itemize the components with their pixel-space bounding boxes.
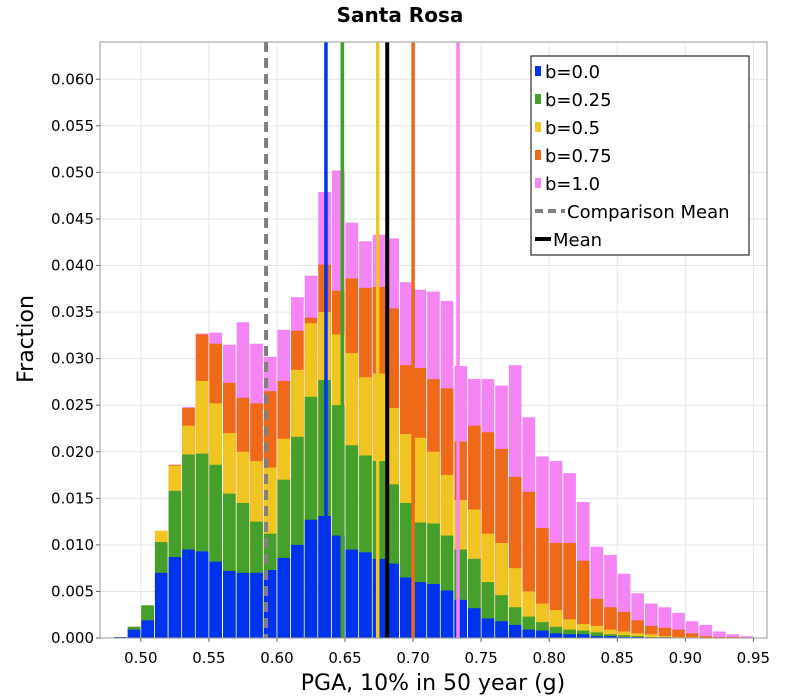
bar: [699, 636, 713, 638]
bar: [576, 634, 590, 638]
y-tick-label: 0.035: [51, 303, 94, 321]
x-tick-label: 0.70: [396, 649, 429, 667]
y-tick-label: 0.020: [51, 443, 94, 461]
y-tick-label: 0.060: [51, 70, 94, 88]
x-axis-label: PGA, 10% in 50 year (g): [301, 671, 565, 696]
bar: [617, 631, 631, 638]
bar: [685, 633, 699, 638]
mean-lines: [264, 42, 460, 638]
legend-swatch: [535, 66, 541, 76]
bar: [195, 551, 209, 638]
x-tick-label: 0.90: [669, 649, 702, 667]
chart-title: Santa Rosa: [337, 3, 464, 27]
y-tick-label: 0.010: [51, 536, 94, 554]
legend-swatch: [535, 94, 541, 104]
bar: [413, 582, 427, 638]
legend-label: Mean: [553, 230, 602, 251]
bar: [631, 633, 644, 638]
y-tick-label: 0.000: [51, 629, 94, 647]
bar: [277, 557, 291, 638]
x-tick-label: 0.85: [601, 649, 634, 667]
y-tick-label: 0.055: [51, 117, 94, 135]
bar: [740, 636, 753, 638]
bar: [399, 577, 413, 638]
bar: [536, 630, 549, 638]
y-tick-label: 0.015: [51, 489, 94, 507]
plot-frame: [99, 41, 768, 639]
x-tick-label: 0.55: [192, 649, 225, 667]
bar: [672, 629, 685, 638]
bar: [522, 629, 536, 638]
bar: [154, 572, 168, 638]
bar: [617, 635, 631, 638]
bar: [563, 629, 576, 638]
y-axis-label: Fraction: [14, 295, 39, 383]
bar: [549, 626, 563, 638]
legend-label: b=0.0: [545, 62, 600, 83]
x-tick-label: 0.75: [464, 649, 497, 667]
x-axis-ticks: 0.50 0.55 0.60 0.65 0.70 0.75 0.80 0.85 0.90 0.95: [124, 638, 770, 667]
y-tick-label: 0.050: [51, 163, 94, 181]
bar: [386, 563, 399, 638]
y-tick-label: 0.025: [51, 396, 94, 414]
bar: [168, 556, 182, 638]
bar: [345, 549, 359, 638]
bar: [563, 543, 576, 638]
y-tick-label: 0.045: [51, 210, 94, 228]
bar: [223, 570, 236, 638]
y-tick-label: 0.030: [51, 350, 94, 368]
bar: [182, 549, 195, 638]
bar: [604, 636, 617, 638]
legend-swatch: [535, 150, 541, 160]
bar: [359, 552, 372, 638]
bar: [590, 636, 604, 638]
x-tick-label: 0.80: [533, 649, 566, 667]
y-axis-ticks: 0.000 0.005 0.010 0.015 0.020 0.025 0.030 0.035…: [51, 70, 100, 647]
legend-label: b=0.5: [545, 118, 600, 139]
legend-box: [530, 55, 750, 256]
bar: [699, 624, 713, 638]
legend-label: b=0.25: [545, 90, 612, 111]
legend: b=0.0 b=0.25 b=0.5 b=0.75 b=1.0 Comparison Me…: [530, 55, 750, 256]
bar: [141, 620, 154, 638]
bar: [508, 624, 522, 638]
bar: [468, 608, 481, 638]
x-tick-label: 0.95: [737, 649, 770, 667]
bar: [549, 633, 563, 638]
bar: [440, 590, 454, 638]
bar: [604, 629, 617, 638]
bar: [304, 519, 318, 638]
bar: [713, 631, 726, 638]
bar: [658, 627, 672, 638]
legend-label: b=1.0: [545, 174, 600, 195]
legend-label: Comparison Mean: [567, 202, 730, 223]
bar: [236, 572, 250, 638]
bar: [209, 561, 223, 638]
x-tick-label: 0.65: [328, 649, 361, 667]
bar: [644, 634, 658, 638]
bar: [427, 583, 440, 638]
x-tick-label: 0.50: [124, 649, 157, 667]
legend-swatch: [535, 122, 541, 132]
bar: [726, 634, 740, 638]
bar: [481, 618, 495, 638]
legend-label: b=0.75: [545, 146, 612, 167]
x-tick-label: 0.60: [260, 649, 293, 667]
bar: [495, 621, 508, 638]
bar: [250, 572, 263, 638]
bar: [127, 629, 141, 638]
legend-swatch: [535, 178, 541, 188]
bar: [590, 632, 604, 638]
y-tick-label: 0.005: [51, 582, 94, 600]
bar: [576, 560, 590, 638]
y-tick-label: 0.040: [51, 257, 94, 275]
bar: [563, 634, 576, 638]
bar: [291, 544, 304, 638]
